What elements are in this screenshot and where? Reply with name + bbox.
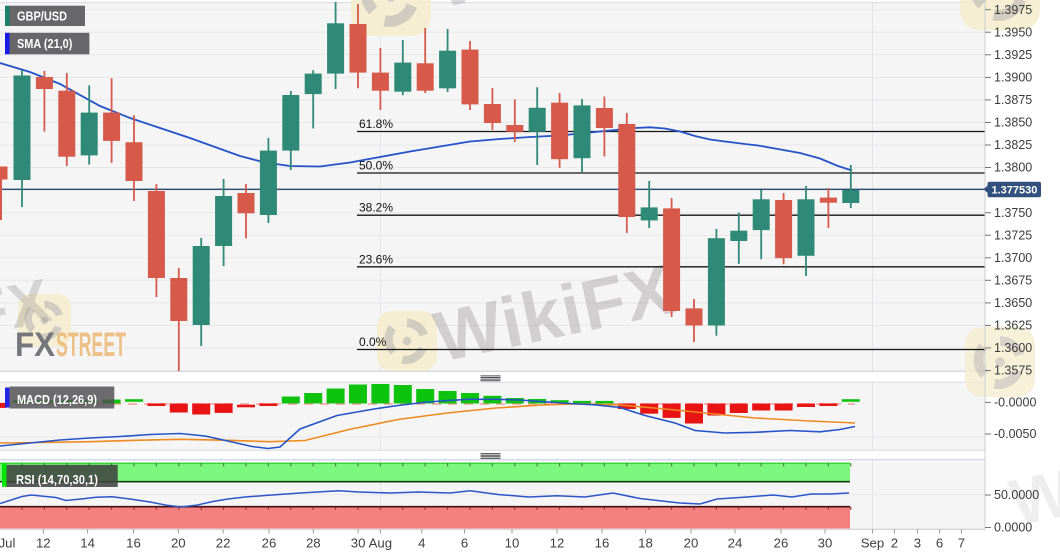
svg-text:FX: FX [15,326,55,364]
svg-text:50.0%: 50.0% [359,159,393,173]
svg-text:1.3675: 1.3675 [994,274,1032,288]
svg-text:MACD (12,26,9): MACD (12,26,9) [17,393,97,407]
svg-text:12: 12 [36,536,51,551]
svg-text:30: 30 [818,536,833,551]
svg-text:1.3650: 1.3650 [994,296,1032,310]
svg-text:14: 14 [80,536,95,551]
svg-text:Jul: Jul [0,536,15,551]
svg-text:1.3600: 1.3600 [994,341,1032,355]
svg-text:26: 26 [262,536,277,551]
svg-text:10: 10 [505,536,520,551]
svg-text:20: 20 [684,536,699,551]
svg-text:30: 30 [351,536,366,551]
svg-text:1.3900: 1.3900 [994,71,1032,85]
svg-text:1.3850: 1.3850 [994,116,1032,130]
svg-text:1.3750: 1.3750 [994,206,1032,220]
svg-text:16: 16 [126,536,141,551]
svg-text:1.3875: 1.3875 [994,93,1032,107]
svg-text:Aug: Aug [369,536,392,551]
svg-text:1.3575: 1.3575 [994,364,1032,378]
svg-text:-0.0000: -0.0000 [994,396,1036,410]
svg-text:38.2%: 38.2% [359,201,393,215]
svg-text:28: 28 [306,536,321,551]
svg-text:26: 26 [774,536,789,551]
svg-text:50.0000: 50.0000 [994,488,1039,502]
svg-text:2: 2 [891,536,898,551]
svg-text:61.8%: 61.8% [359,117,393,131]
svg-text:1.3975: 1.3975 [994,3,1032,17]
svg-text:6: 6 [936,536,943,551]
svg-text:Sep: Sep [861,536,884,551]
svg-text:0.0000: 0.0000 [994,521,1032,535]
svg-text:1.3950: 1.3950 [994,26,1032,40]
svg-text:1.377530: 1.377530 [992,185,1038,197]
svg-text:-0.0050: -0.0050 [994,427,1036,441]
svg-text:1.3700: 1.3700 [994,251,1032,265]
svg-text:1.3625: 1.3625 [994,319,1032,333]
svg-text:20: 20 [171,536,186,551]
svg-text:1.3800: 1.3800 [994,161,1032,175]
svg-text:1.3725: 1.3725 [994,228,1032,242]
svg-text:22: 22 [216,536,231,551]
svg-text:24: 24 [728,536,743,551]
svg-text:SMA (21,0): SMA (21,0) [17,37,72,51]
svg-text:4: 4 [418,536,425,551]
svg-text:0.0%: 0.0% [359,335,387,349]
svg-text:GBP/USD: GBP/USD [17,9,67,23]
svg-text:RSI (14,70,30,1): RSI (14,70,30,1) [16,473,98,487]
svg-text:18: 18 [638,536,653,551]
svg-text:1.3925: 1.3925 [994,48,1032,62]
svg-text:STREET: STREET [56,326,126,364]
svg-text:1.3825: 1.3825 [994,138,1032,152]
svg-text:12: 12 [550,536,565,551]
svg-text:23.6%: 23.6% [359,252,393,266]
svg-text:16: 16 [595,536,610,551]
svg-text:6: 6 [461,536,468,551]
svg-text:7: 7 [958,536,965,551]
svg-text:3: 3 [914,536,921,551]
